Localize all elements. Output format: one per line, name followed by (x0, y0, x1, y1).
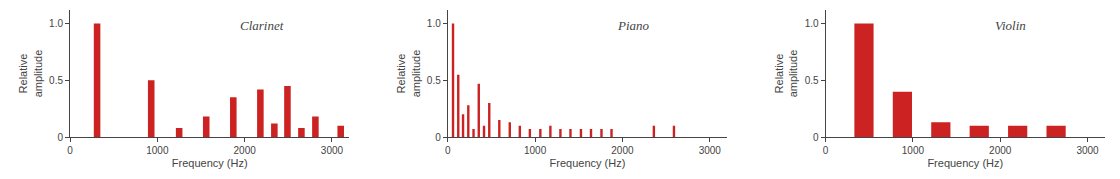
svg-text:Violin: Violin (995, 18, 1026, 33)
svg-text:1000: 1000 (146, 145, 169, 156)
svg-text:2000: 2000 (234, 145, 257, 156)
svg-text:1000: 1000 (902, 145, 925, 156)
svg-text:2000: 2000 (611, 145, 634, 156)
svg-text:Frequency (Hz): Frequency (Hz) (927, 157, 1003, 169)
svg-text:0: 0 (57, 132, 63, 143)
svg-text:Frequency (Hz): Frequency (Hz) (550, 157, 626, 169)
svg-text:3000: 3000 (1076, 145, 1099, 156)
svg-text:2000: 2000 (989, 145, 1012, 156)
svg-text:0: 0 (67, 145, 73, 156)
svg-text:0.5: 0.5 (805, 75, 819, 86)
svg-text:0: 0 (445, 145, 451, 156)
svg-text:Frequency (Hz): Frequency (Hz) (172, 157, 248, 169)
svg-text:3000: 3000 (321, 145, 344, 156)
svg-text:Piano: Piano (617, 18, 650, 33)
svg-text:Relativeamplitude: Relativeamplitude (17, 50, 43, 98)
svg-text:Clarinet: Clarinet (240, 18, 284, 33)
svg-text:1.0: 1.0 (49, 18, 63, 29)
svg-text:1.0: 1.0 (427, 18, 441, 29)
svg-text:0: 0 (813, 132, 819, 143)
svg-text:Relativeamplitude: Relativeamplitude (395, 50, 421, 98)
svg-text:1.0: 1.0 (805, 18, 819, 29)
svg-text:3000: 3000 (699, 145, 722, 156)
svg-text:0.5: 0.5 (427, 75, 441, 86)
svg-text:Relativeamplitude: Relativeamplitude (773, 50, 799, 98)
svg-text:1000: 1000 (524, 145, 547, 156)
svg-text:0.5: 0.5 (49, 75, 63, 86)
svg-text:0: 0 (435, 132, 441, 143)
svg-text:0: 0 (823, 145, 829, 156)
